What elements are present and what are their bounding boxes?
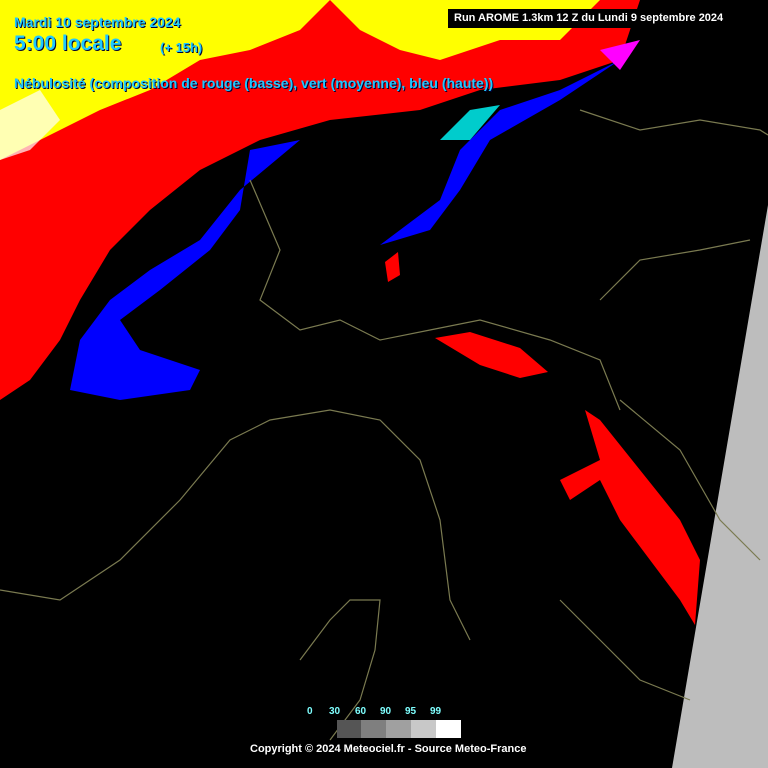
copyright: Copyright © 2024 Meteociel.fr - Source M…: [250, 743, 527, 755]
legend-label: 99: [430, 706, 442, 717]
forecast-date: Mardi 10 septembre 2024: [14, 14, 181, 30]
map-description: Nébulosité (composition de rouge (basse)…: [14, 75, 494, 91]
legend-label: 30: [329, 706, 341, 717]
forecast-time: 5:00 locale: [14, 32, 122, 55]
legend-label: 60: [355, 706, 367, 717]
legend-label: 90: [380, 706, 392, 717]
legend-label: 95: [405, 706, 417, 717]
legend-label: 0: [307, 706, 313, 717]
lead-time: (+ 15h): [160, 40, 203, 55]
run-info: Run AROME 1.3km 12 Z du Lundi 9 septembr…: [448, 9, 768, 28]
